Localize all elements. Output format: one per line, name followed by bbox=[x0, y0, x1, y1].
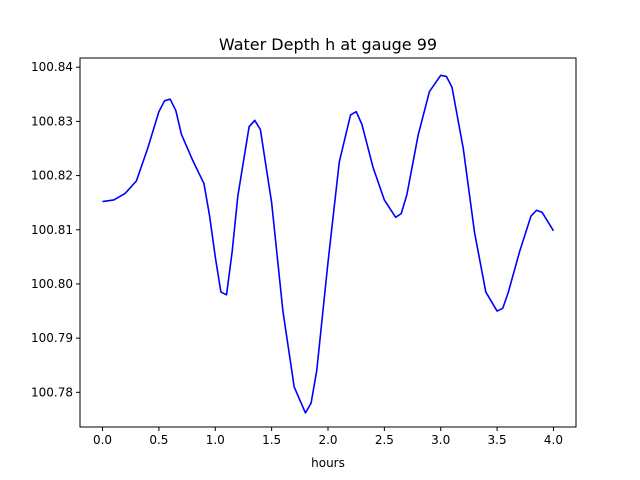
x-tick-label: 1.5 bbox=[262, 433, 281, 447]
y-tick-label: 100.80 bbox=[31, 277, 73, 291]
y-tick-label: 100.84 bbox=[31, 60, 73, 74]
y-tick-label: 100.79 bbox=[31, 331, 73, 345]
x-tick-label: 3.5 bbox=[488, 433, 507, 447]
plot-area: 0.0 0.5 1.0 1.5 2.0 2.5 3.0 3.5 4.0 100.78 100.79 1… bbox=[31, 57, 577, 447]
series-line-0 bbox=[102, 74, 555, 414]
y-tick-label: 100.82 bbox=[31, 169, 73, 183]
x-tick-label: 0.0 bbox=[93, 433, 112, 447]
x-tick-label: 2.0 bbox=[318, 433, 337, 447]
y-tick-label: 100.83 bbox=[31, 114, 73, 128]
x-tick-label: 4.0 bbox=[544, 433, 563, 447]
x-axis-label: hours bbox=[311, 456, 345, 470]
x-tick-label: 1.0 bbox=[206, 433, 225, 447]
chart-title: Water Depth h at gauge 99 bbox=[219, 35, 437, 54]
x-tick-label: 2.5 bbox=[375, 433, 394, 447]
y-tick-label: 100.81 bbox=[31, 223, 73, 237]
x-tick-label: 3.0 bbox=[431, 433, 450, 447]
x-tick-label: 0.5 bbox=[149, 433, 168, 447]
y-tick-label: 100.78 bbox=[31, 385, 73, 399]
